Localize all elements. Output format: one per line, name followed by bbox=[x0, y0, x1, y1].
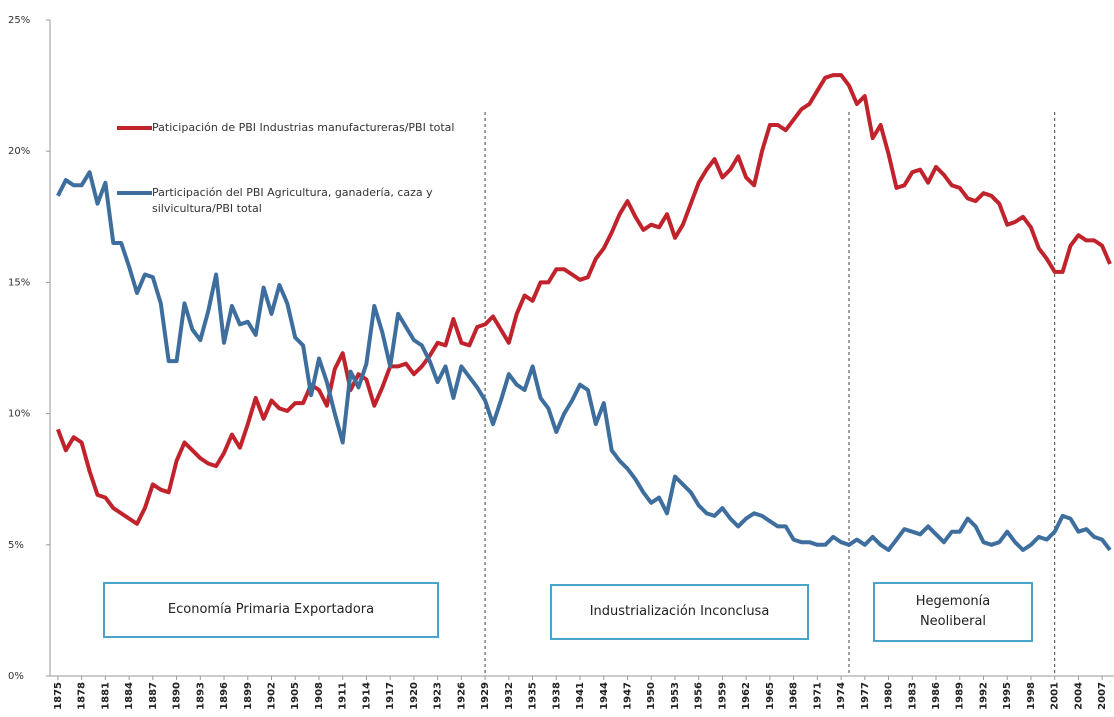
x-tick-label: 1944 bbox=[599, 682, 610, 710]
x-tick-label: 1896 bbox=[219, 682, 230, 710]
period-box: Industrialización Inconclusa bbox=[550, 584, 809, 640]
series-line bbox=[56, 73, 1112, 526]
x-tick-label: 1956 bbox=[694, 682, 705, 710]
x-tick-label: 1902 bbox=[267, 682, 278, 710]
x-tick-label: 1953 bbox=[670, 682, 681, 710]
x-tick-label: 1887 bbox=[148, 682, 159, 710]
x-tick-label: 1947 bbox=[622, 682, 633, 710]
x-tick-label: 1917 bbox=[385, 682, 396, 710]
x-tick-label: 1968 bbox=[789, 682, 800, 710]
x-tick-label: 1926 bbox=[456, 682, 467, 710]
x-tick-label: 1875 bbox=[53, 682, 64, 710]
x-tick-label: 1893 bbox=[195, 682, 206, 710]
x-tick-label: 1980 bbox=[884, 682, 895, 710]
x-tick-label: 1890 bbox=[172, 682, 183, 710]
y-tick-label: 10% bbox=[8, 409, 30, 420]
y-tick-label: 25% bbox=[8, 15, 30, 26]
x-tick-label: 1932 bbox=[504, 682, 515, 710]
x-tick-label: 1959 bbox=[717, 682, 728, 710]
x-tick-label: 1995 bbox=[1002, 682, 1013, 710]
x-tick-label: 1914 bbox=[361, 682, 372, 710]
x-tick-label: 1950 bbox=[646, 682, 657, 710]
x-tick-label: 1977 bbox=[860, 682, 871, 710]
x-tick-label: 1905 bbox=[290, 682, 301, 710]
x-tick-label: 1881 bbox=[100, 682, 111, 710]
x-tick-label: 1908 bbox=[314, 682, 325, 710]
series-line bbox=[56, 170, 1112, 552]
x-tick-label: 2001 bbox=[1050, 682, 1061, 710]
y-tick-label: 15% bbox=[8, 277, 30, 288]
y-tick-label: 0% bbox=[8, 671, 24, 682]
x-tick-label: 1941 bbox=[575, 682, 586, 710]
x-tick-label: 2004 bbox=[1073, 682, 1084, 710]
x-tick-label: 1899 bbox=[243, 682, 254, 710]
x-tick-label: 1998 bbox=[1026, 682, 1037, 710]
legend-label: Participación del PBI Agricultura, ganad… bbox=[152, 186, 433, 215]
x-tick-label: 1965 bbox=[765, 682, 776, 710]
y-tick-label: 20% bbox=[8, 146, 30, 157]
x-tick-label: 1974 bbox=[836, 682, 847, 710]
x-tick-label: 1929 bbox=[480, 682, 491, 710]
period-box: Hegemonía Neoliberal bbox=[873, 582, 1033, 642]
x-tick-label: 1992 bbox=[978, 682, 989, 710]
x-tick-label: 1983 bbox=[907, 682, 918, 710]
x-tick-label: 1989 bbox=[955, 682, 966, 710]
x-tick-label: 1884 bbox=[124, 682, 135, 710]
y-tick-label: 5% bbox=[8, 540, 24, 551]
x-tick-label: 1971 bbox=[812, 682, 823, 710]
legend-label: Paticipación de PBI Industrias manufactu… bbox=[152, 121, 455, 134]
x-tick-label: 1962 bbox=[741, 682, 752, 710]
x-tick-label: 1935 bbox=[528, 682, 539, 710]
x-tick-label: 2007 bbox=[1097, 682, 1108, 710]
period-box: Economía Primaria Exportadora bbox=[103, 582, 439, 638]
x-tick-label: 1986 bbox=[931, 682, 942, 710]
x-tick-label: 1878 bbox=[77, 682, 88, 710]
x-tick-label: 1938 bbox=[551, 682, 562, 710]
x-tick-label: 1911 bbox=[338, 682, 349, 710]
x-tick-label: 1920 bbox=[409, 682, 420, 710]
x-tick-label: 1923 bbox=[433, 682, 444, 710]
